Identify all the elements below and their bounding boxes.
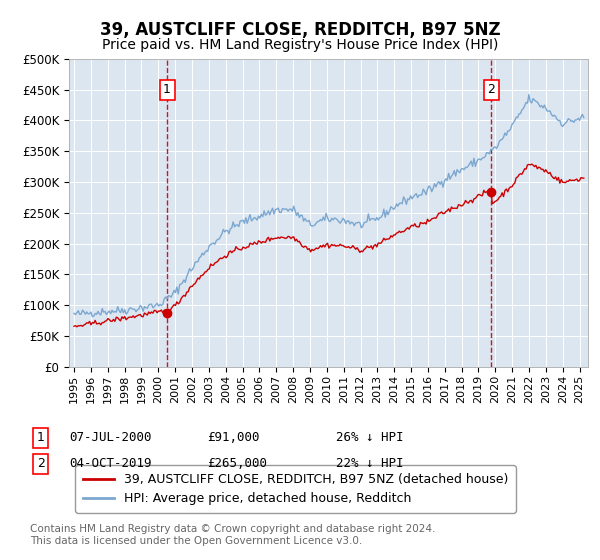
Text: 2: 2 (37, 457, 45, 470)
Legend: 39, AUSTCLIFF CLOSE, REDDITCH, B97 5NZ (detached house), HPI: Average price, det: 39, AUSTCLIFF CLOSE, REDDITCH, B97 5NZ (… (75, 465, 516, 513)
Text: 1: 1 (163, 83, 171, 96)
Text: £265,000: £265,000 (207, 457, 267, 470)
Text: 39, AUSTCLIFF CLOSE, REDDITCH, B97 5NZ: 39, AUSTCLIFF CLOSE, REDDITCH, B97 5NZ (100, 21, 500, 39)
Text: Price paid vs. HM Land Registry's House Price Index (HPI): Price paid vs. HM Land Registry's House … (102, 38, 498, 52)
Text: £91,000: £91,000 (207, 431, 260, 445)
Text: 26% ↓ HPI: 26% ↓ HPI (336, 431, 404, 445)
Text: Contains HM Land Registry data © Crown copyright and database right 2024.
This d: Contains HM Land Registry data © Crown c… (30, 524, 436, 546)
Text: 2: 2 (487, 83, 495, 96)
Text: 07-JUL-2000: 07-JUL-2000 (69, 431, 151, 445)
Text: 04-OCT-2019: 04-OCT-2019 (69, 457, 151, 470)
Text: 22% ↓ HPI: 22% ↓ HPI (336, 457, 404, 470)
Text: 1: 1 (37, 431, 45, 445)
